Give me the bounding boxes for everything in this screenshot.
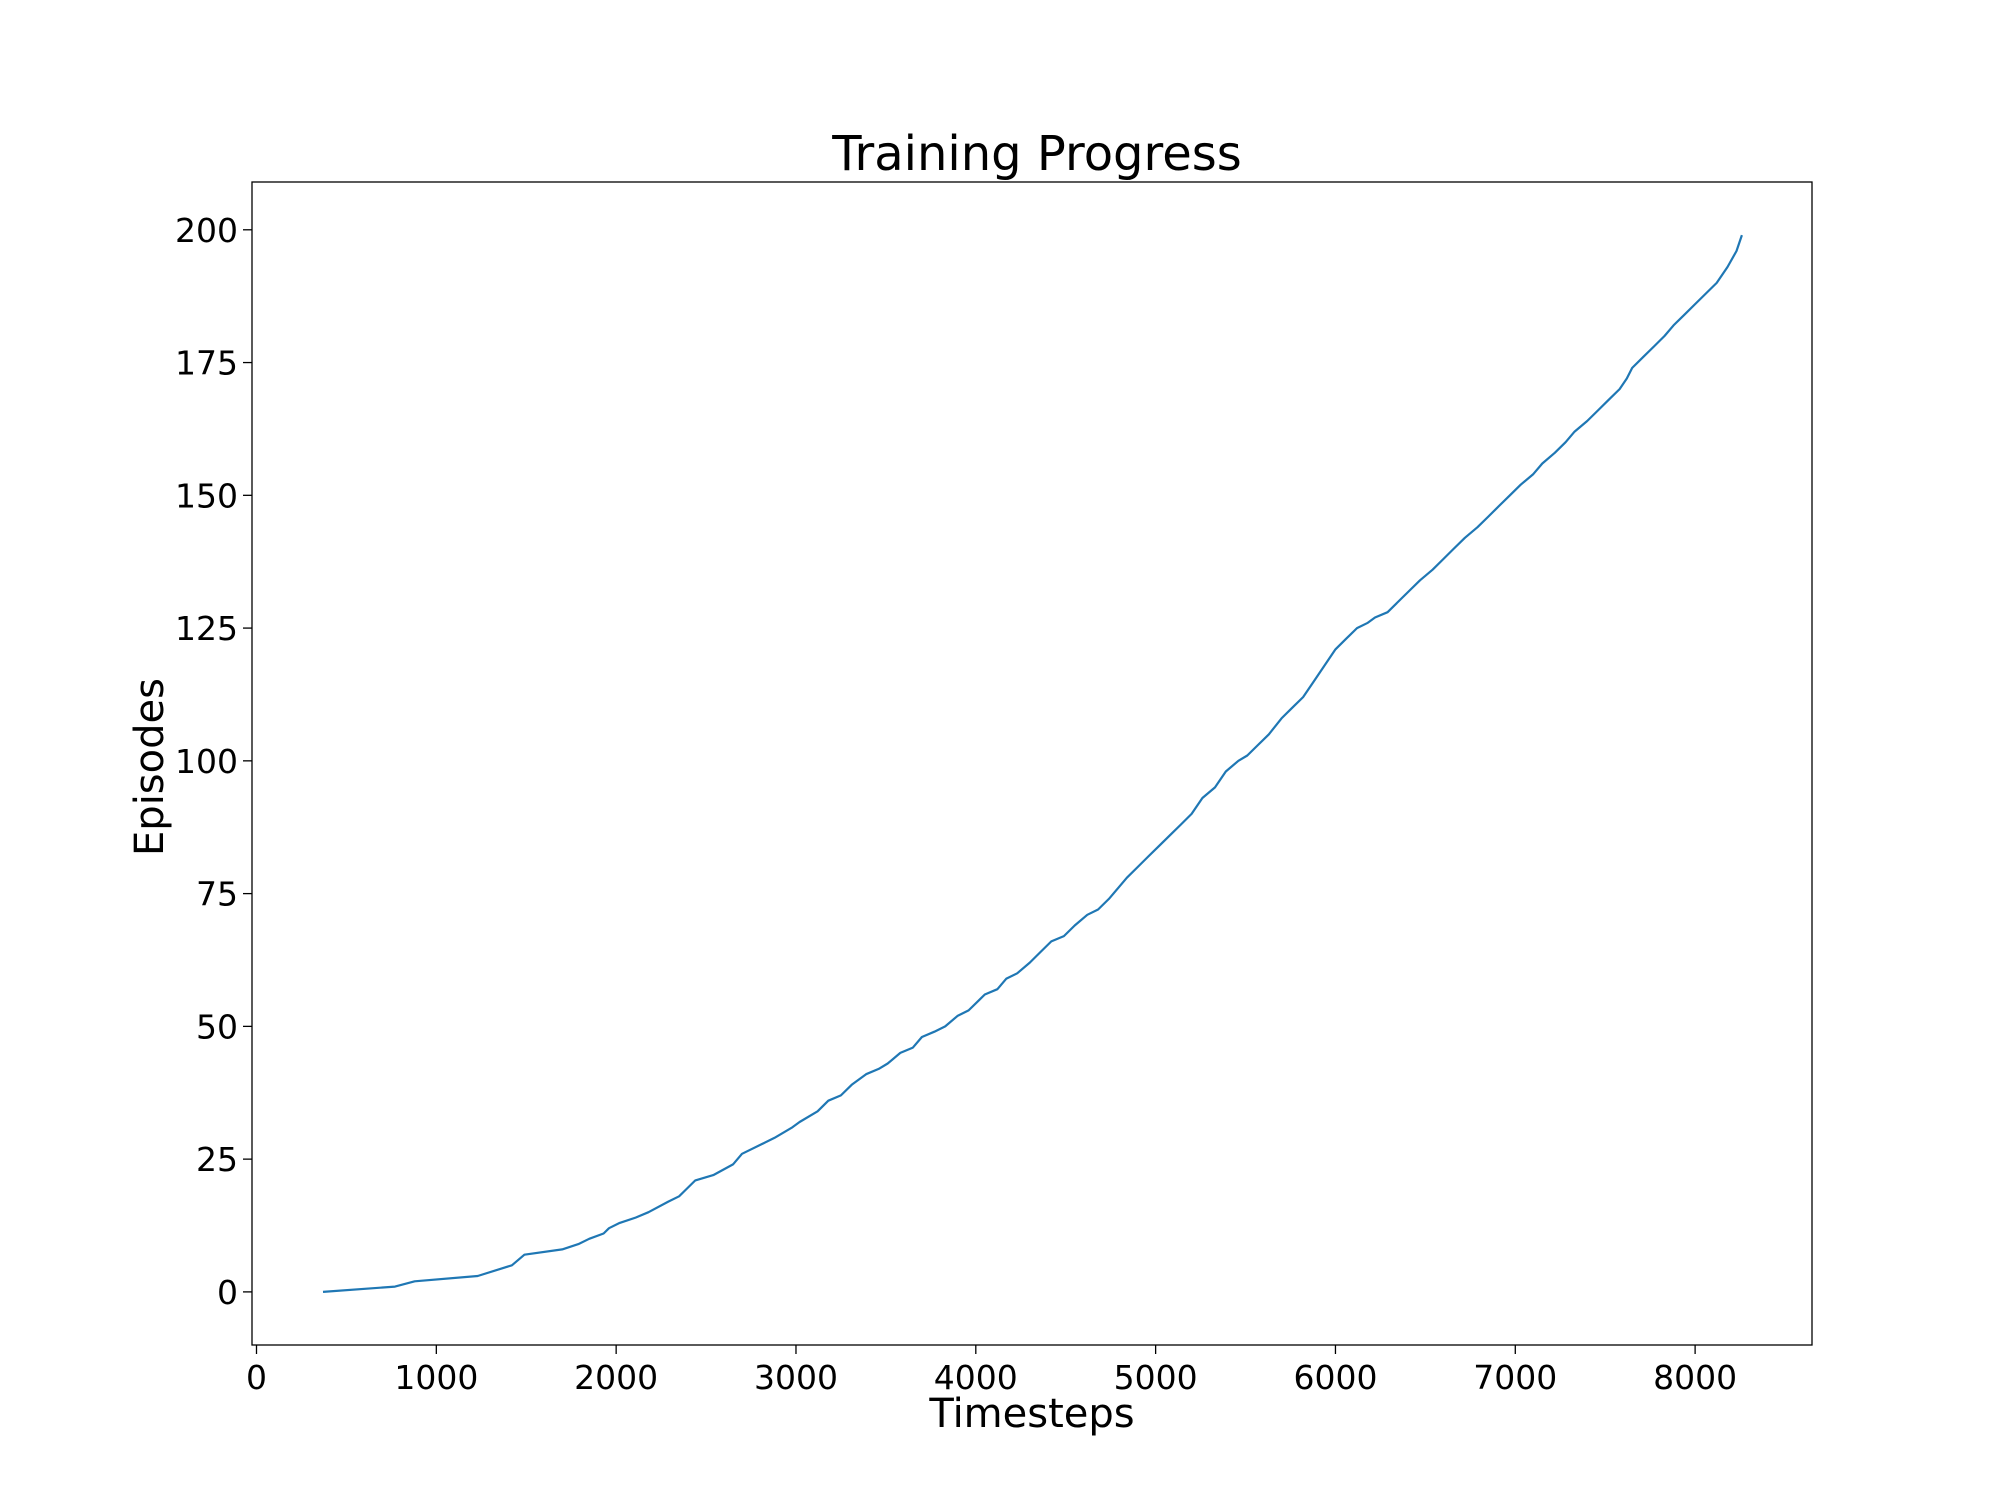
x-tick-label: 1000 — [394, 1358, 478, 1397]
y-tick-label: 50 — [196, 1007, 238, 1046]
y-tick-label: 175 — [175, 344, 238, 383]
x-tick-label: 0 — [246, 1358, 267, 1397]
y-tick-label: 0 — [217, 1273, 238, 1312]
x-tick-label: 6000 — [1293, 1358, 1377, 1397]
y-tick-label: 100 — [175, 742, 238, 781]
y-axis-label: Episodes — [127, 678, 173, 856]
x-tick-label: 5000 — [1114, 1358, 1198, 1397]
x-tick-label: 3000 — [754, 1358, 838, 1397]
y-tick-label: 125 — [175, 609, 238, 648]
series-layer — [322, 234, 1743, 1293]
x-tick-label: 2000 — [574, 1358, 658, 1397]
episodes-series-line — [322, 234, 1743, 1293]
x-axis-label: Timesteps — [928, 1391, 1134, 1437]
y-tick-label: 25 — [196, 1140, 238, 1179]
y-tick-label: 200 — [175, 211, 238, 250]
y-tick-label: 150 — [175, 476, 238, 515]
x-tick-label: 8000 — [1653, 1358, 1737, 1397]
x-axis: 0 1000 2000 3000 4000 5000 6000 7000 8000 — [246, 1345, 1737, 1397]
y-axis: 0 25 50 75 100 125 150 175 200 — [175, 211, 252, 1312]
x-tick-label: 4000 — [934, 1358, 1018, 1397]
x-tick-label: 7000 — [1473, 1358, 1557, 1397]
y-tick-label: 75 — [196, 875, 238, 914]
plot-area-frame — [251, 181, 1813, 1346]
chart-title: Training Progress — [831, 126, 1242, 182]
